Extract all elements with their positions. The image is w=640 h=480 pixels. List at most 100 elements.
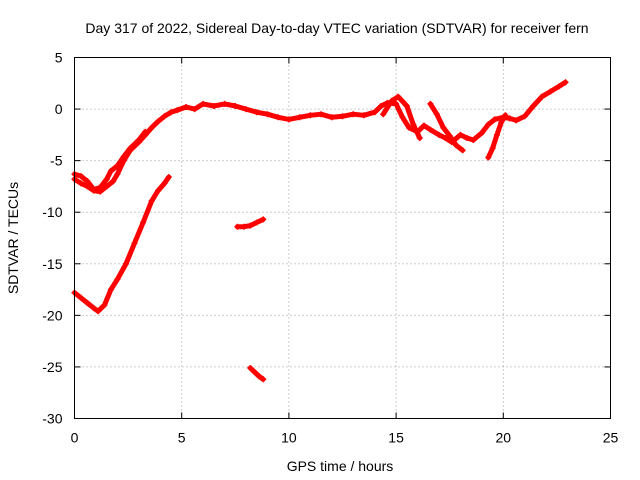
data-point-sdtvar-main <box>360 112 367 119</box>
data-point-sdtvar-lower-arc <box>114 276 121 283</box>
plot-frame <box>74 57 611 419</box>
x-tick-label: 5 <box>178 430 186 446</box>
y-tick-label: 0 <box>55 101 63 117</box>
y-tick-label: -30 <box>42 411 62 427</box>
data-point-sdtvar-main <box>530 103 537 109</box>
series-line-sdtvar-branch-c <box>380 94 423 141</box>
data-point-sdtvar-fragment-11 <box>234 223 241 230</box>
x-axis-label: GPS time / hours <box>287 458 394 474</box>
data-point-sdtvar-main <box>264 111 271 118</box>
data-point-sdtvar-main <box>155 118 162 125</box>
data-point-sdtvar-main <box>103 183 110 190</box>
data-point-sdtvar-main <box>110 178 117 185</box>
data-point-sdtvar-branch-e <box>489 145 496 152</box>
data-point-sdtvar-main <box>393 100 400 107</box>
data-point-sdtvar-main <box>562 79 569 86</box>
x-tick-label: 0 <box>71 430 79 446</box>
y-tick-label: -5 <box>50 153 63 169</box>
axis-ticks <box>74 57 611 419</box>
data-point-sdtvar-main <box>436 131 442 138</box>
data-point-sdtvar-main <box>161 113 168 120</box>
data-point-sdtvar-main <box>339 113 346 120</box>
data-point-sdtvar-main <box>538 93 545 100</box>
x-tick-label: 10 <box>281 430 297 446</box>
data-point-sdtvar-branch-b <box>97 184 104 191</box>
data-point-sdtvar-main <box>210 103 217 109</box>
data-point-sdtvar-lower-arc <box>84 300 91 306</box>
data-point-sdtvar-branch-b <box>90 186 97 193</box>
data-point-sdtvar-branch-d <box>453 142 460 149</box>
data-point-sdtvar-main <box>442 135 449 141</box>
data-point-sdtvar-fragment-26 <box>251 369 258 376</box>
data-point-sdtvar-branch-c <box>380 111 387 118</box>
data-point-sdtvar-branch-d <box>440 124 447 131</box>
data-point-sdtvar-branch-d <box>459 147 466 154</box>
data-point-sdtvar-main <box>371 109 378 116</box>
data-point-sdtvar-main <box>232 103 239 109</box>
y-tick-label: -15 <box>42 256 62 272</box>
data-point-sdtvar-branch-b <box>135 137 142 143</box>
data-point-sdtvar-branch-d <box>427 100 434 107</box>
x-tick-label: 15 <box>388 430 404 446</box>
data-point-sdtvar-main <box>183 104 189 110</box>
data-point-sdtvar-branch-b <box>120 153 127 160</box>
data-point-sdtvar-branch-e <box>485 154 492 161</box>
data-point-sdtvar-fragment-11 <box>253 219 260 226</box>
series-line-sdtvar-branch-b <box>72 129 148 192</box>
data-point-sdtvar-main <box>421 122 427 129</box>
data-point-sdtvar-main <box>470 137 477 143</box>
data-point-sdtvar-branch-c <box>388 97 395 104</box>
data-point-sdtvar-main <box>168 109 174 116</box>
data-point-sdtvar-lower-arc <box>101 302 108 308</box>
data-point-sdtvar-main <box>513 117 520 124</box>
chart-title: Day 317 of 2022, Sidereal Day-to-day VTE… <box>85 20 588 36</box>
data-point-sdtvar-branch-b <box>77 173 84 180</box>
y-tick-label: -25 <box>42 359 62 375</box>
data-point-sdtvar-main <box>350 111 357 118</box>
series-line-sdtvar-lower-arc <box>72 174 172 314</box>
data-point-sdtvar-main <box>463 135 470 141</box>
y-tick-label: -20 <box>42 307 62 323</box>
data-point-sdtvar-main <box>296 114 303 121</box>
data-point-sdtvar-main <box>77 180 84 187</box>
data-point-sdtvar-main <box>191 106 198 113</box>
tick-labels: 0 5 10 15 20 25 5 0 -5 -10 -15 -20 -25 -30 <box>42 50 618 446</box>
data-point-sdtvar-branch-b <box>114 162 121 169</box>
data-point-sdtvar-main <box>285 116 292 123</box>
data-point-sdtvar-branch-c <box>395 93 402 100</box>
data-point-sdtvar-main <box>174 107 181 114</box>
data-point-sdtvar-main <box>378 103 385 109</box>
y-axis-label: SDTVAR / TECUs <box>5 182 21 294</box>
data-series <box>71 79 569 383</box>
data-point-sdtvar-main <box>485 121 492 128</box>
data-point-sdtvar-main <box>253 109 260 116</box>
data-point-sdtvar-main <box>148 124 155 131</box>
data-point-sdtvar-main <box>556 83 562 90</box>
data-point-sdtvar-lower-arc <box>140 219 147 226</box>
data-point-sdtvar-branch-b <box>103 176 110 183</box>
data-point-sdtvar-lower-arc <box>155 187 162 194</box>
data-point-sdtvar-fragment-11 <box>240 223 247 230</box>
data-point-sdtvar-branch-b <box>142 128 149 135</box>
data-point-sdtvar-lower-arc <box>148 197 155 204</box>
data-point-sdtvar-fragment-26 <box>255 373 262 380</box>
data-point-sdtvar-main <box>427 126 434 133</box>
data-point-sdtvar-branch-d <box>446 132 453 139</box>
data-point-sdtvar-main <box>275 114 282 121</box>
data-point-sdtvar-main <box>478 129 485 136</box>
data-point-sdtvar-main <box>457 131 464 138</box>
y-tick-label: -10 <box>42 204 62 220</box>
data-point-sdtvar-branch-d <box>433 111 440 118</box>
data-point-sdtvar-main <box>243 106 249 113</box>
data-point-sdtvar-main <box>114 171 121 178</box>
data-point-sdtvar-lower-arc <box>131 240 138 247</box>
data-point-sdtvar-lower-arc <box>95 308 102 315</box>
series-line-sdtvar-main <box>72 79 568 195</box>
data-point-sdtvar-branch-e <box>493 131 500 138</box>
data-point-sdtvar-lower-arc <box>165 174 172 181</box>
data-point-sdtvar-lower-arc <box>123 260 129 267</box>
data-point-sdtvar-main <box>328 114 335 121</box>
series-line-sdtvar-fragment-26 <box>247 365 266 382</box>
y-tick-label: 5 <box>55 50 63 66</box>
